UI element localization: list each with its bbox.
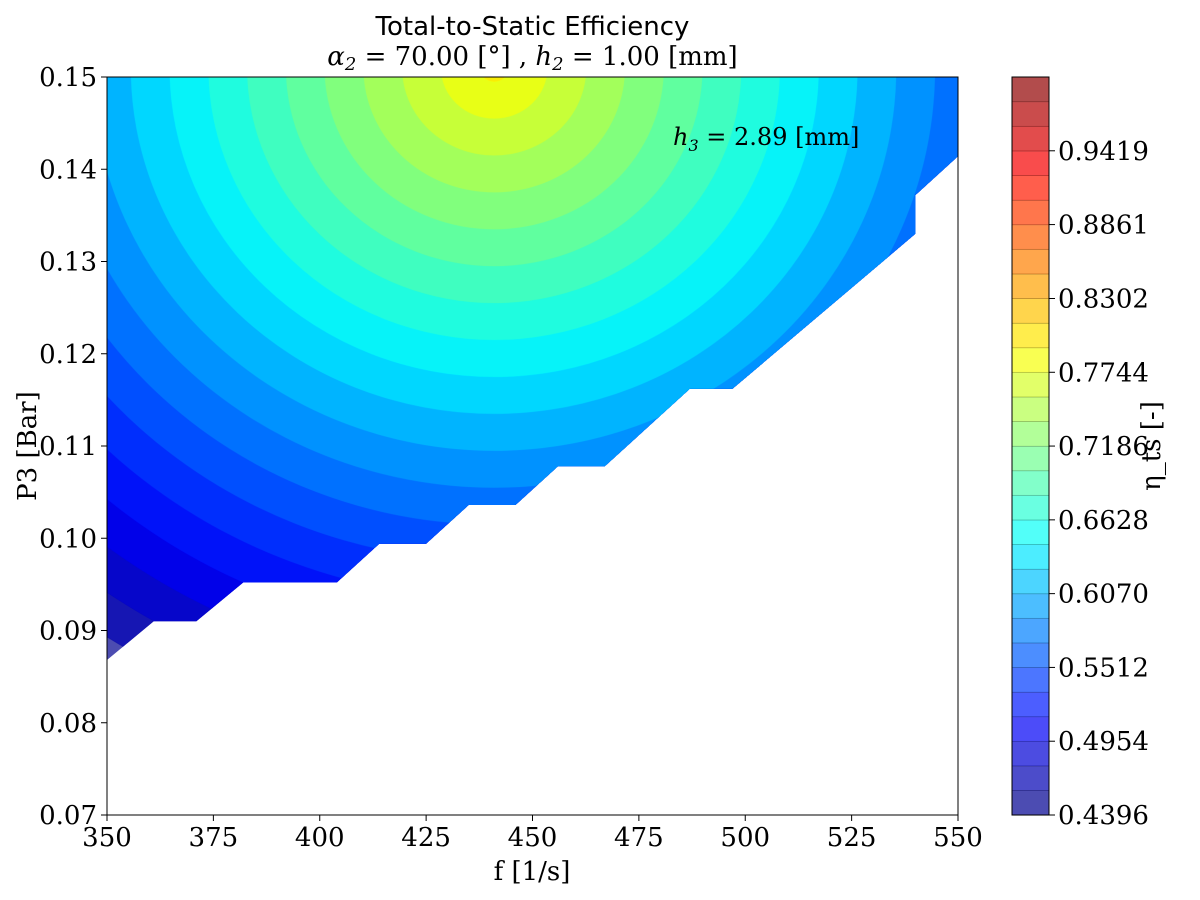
- colorbar-band: [1011, 396, 1050, 422]
- y-tick-label: 0.13: [39, 248, 97, 278]
- colorbar-band: [1011, 347, 1050, 373]
- h3-subscript: 3: [688, 136, 698, 155]
- colorbar-tick-label: 0.7744: [1058, 358, 1149, 388]
- colorbar-band: [1011, 642, 1050, 668]
- x-tick-label: 525: [827, 823, 877, 853]
- x-tick-label: 425: [401, 823, 451, 853]
- alpha-subscript: 2: [344, 54, 357, 75]
- colorbar-band: [1011, 790, 1050, 816]
- colorbar-band: [1011, 544, 1050, 570]
- y-tick-label: 0.12: [39, 340, 97, 370]
- x-axis-label: f [1/s]: [494, 857, 571, 887]
- y-tick-label: 0.07: [39, 801, 97, 831]
- colorbar-band: [1011, 224, 1050, 250]
- colorbar-band: [1011, 175, 1050, 201]
- h3-annotation: h3 = 2.89 [mm]: [673, 123, 859, 155]
- colorbar-tick-label: 0.6070: [1058, 580, 1149, 610]
- colorbar: 0.4396 0.4954 0.5512 0.6070 0.6628 0.7186 0.77…: [1011, 76, 1167, 831]
- h3-symbol: h: [673, 123, 688, 151]
- colorbar-band: [1011, 519, 1050, 545]
- x-tick-label: 450: [508, 823, 558, 853]
- y-axis-ticks: 0.07 0.08 0.09 0.10 0.11 0.12 0.13 0.14 0.15: [39, 63, 107, 831]
- colorbar-tick-label: 0.6628: [1058, 506, 1149, 536]
- h2-value: = 1.00 [mm]: [563, 42, 738, 72]
- x-tick-label: 475: [614, 823, 664, 853]
- x-tick-label: 500: [720, 823, 770, 853]
- x-tick-label: 375: [189, 823, 239, 853]
- y-tick-label: 0.15: [39, 63, 97, 93]
- colorbar-band: [1011, 421, 1050, 447]
- h2-subscript: 2: [552, 54, 564, 75]
- colorbar-tick-label: 0.8302: [1058, 284, 1149, 314]
- y-tick-label: 0.09: [39, 617, 97, 647]
- x-tick-label: 350: [82, 823, 132, 853]
- colorbar-band: [1011, 593, 1050, 619]
- colorbar-band: [1011, 494, 1050, 521]
- y-tick-label: 0.08: [39, 709, 97, 739]
- colorbar-label: η_ts [-]: [1137, 401, 1167, 491]
- alpha-value: = 70.00 [°] ,: [356, 42, 536, 72]
- colorbar-band: [1011, 298, 1050, 324]
- colorbar-band: [1011, 470, 1050, 496]
- colorbar-tick-label: 0.5512: [1058, 653, 1149, 683]
- colorbar-band: [1011, 691, 1050, 718]
- colorbar-band: [1011, 617, 1050, 644]
- contour-band: [363, 77, 626, 193]
- colorbar-band: [1011, 101, 1050, 127]
- colorbar-band: [1011, 568, 1050, 595]
- colorbar-tick-label: 0.8861: [1058, 211, 1149, 241]
- colorbar-band: [1011, 740, 1050, 767]
- colorbar-band: [1011, 273, 1050, 299]
- colorbar-tick-label: 0.9419: [1058, 137, 1149, 167]
- colorbar-band: [1011, 125, 1050, 152]
- colorbar-tick-label: 0.4396: [1058, 801, 1149, 831]
- contour-band: [479, 77, 510, 83]
- x-tick-label: 550: [933, 823, 983, 853]
- y-tick-label: 0.14: [39, 155, 97, 185]
- contour-band: [440, 77, 548, 119]
- x-axis-ticks: 350 375 400 425 450 475 500 525 550: [82, 815, 983, 853]
- h2-symbol: h: [535, 42, 553, 72]
- colorbar-band: [1011, 716, 1050, 742]
- colorbar-band: [1011, 667, 1050, 693]
- chart-title: Total-to-Static Efficiency: [375, 12, 690, 42]
- chart-subtitle: α2 = 70.00 [°] , h2 = 1.00 [mm]: [107, 42, 958, 80]
- colorbar-band: [1011, 445, 1050, 472]
- colorbar-band: [1011, 248, 1050, 275]
- alpha-symbol: α: [327, 42, 345, 72]
- h3-value: = 2.89 [mm]: [699, 123, 860, 151]
- colorbar-band: [1011, 765, 1050, 791]
- colorbar-band: [1011, 322, 1050, 349]
- colorbar-tick-label: 0.7186: [1058, 432, 1149, 462]
- contour-band: [401, 77, 587, 156]
- colorbar-band: [1011, 371, 1050, 398]
- y-tick-label: 0.10: [39, 524, 97, 554]
- colorbar-band: [1011, 199, 1050, 226]
- y-tick-label: 0.11: [39, 432, 97, 462]
- y-axis-label: P3 [Bar]: [13, 391, 43, 501]
- colorbar-tick-label: 0.4954: [1058, 727, 1149, 757]
- x-tick-label: 400: [295, 823, 345, 853]
- colorbar-band: [1011, 76, 1050, 103]
- colorbar-band: [1011, 150, 1050, 177]
- colorbar-bands: [1011, 76, 1050, 816]
- colorbar-ticks: 0.4396 0.4954 0.5512 0.6070 0.6628 0.7186 0.77…: [1049, 137, 1149, 831]
